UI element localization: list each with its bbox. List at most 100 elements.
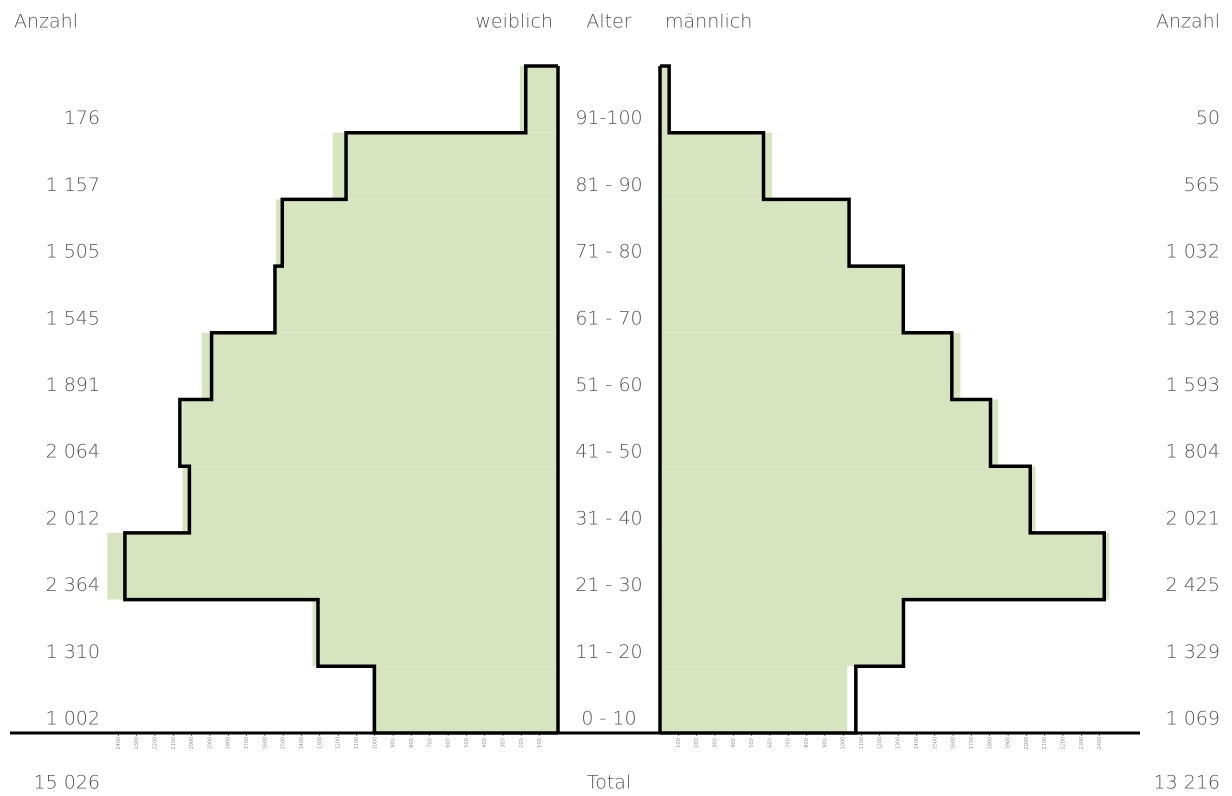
count-header-right: Anzahl <box>1156 11 1220 33</box>
count-label: 1 545 <box>46 307 100 329</box>
age-label: 0 - 10 <box>581 708 636 730</box>
total-right: 13 216 <box>1154 772 1220 794</box>
population-outline <box>123 64 558 735</box>
count-label: 50 <box>1196 107 1220 129</box>
tick-label: 1200 <box>336 737 342 750</box>
age-label: 91-100 <box>575 107 642 129</box>
tick-label: 2100 <box>171 737 177 750</box>
tick-label: 900 <box>822 738 828 748</box>
tick-label: 600 <box>767 738 773 748</box>
tick-label: 2400 <box>1097 737 1103 750</box>
count-label: 176 <box>64 107 100 129</box>
total-label: Total <box>587 772 631 794</box>
count-label: 2 425 <box>1166 574 1220 596</box>
count-label: 1 505 <box>46 241 100 263</box>
tick-label: 1700 <box>969 737 975 750</box>
comparison-bar <box>660 66 671 133</box>
right-header: männlich <box>665 11 752 33</box>
tick-label: 1500 <box>281 737 287 750</box>
comparison-bar <box>660 599 905 667</box>
comparison-bar <box>660 199 849 267</box>
tick-label: 1300 <box>317 737 323 750</box>
tick-label: 1600 <box>262 737 268 750</box>
age-label: 61 - 70 <box>575 307 642 329</box>
comparison-bar <box>660 332 961 400</box>
age-label: 81 - 90 <box>575 174 642 196</box>
tick-label: 1600 <box>951 737 957 750</box>
count-label: 565 <box>1184 174 1220 196</box>
tick-label: 1200 <box>877 737 883 750</box>
tick-label: 400 <box>482 738 488 748</box>
tick-label: 2200 <box>1061 737 1067 750</box>
tick-label: 900 <box>391 738 397 748</box>
count-label: 2 064 <box>46 441 100 463</box>
tick-label: 2200 <box>152 737 158 750</box>
tick-label: 1100 <box>859 737 865 750</box>
count-label: 2 021 <box>1166 507 1220 529</box>
tick-label: 2300 <box>1079 737 1085 750</box>
tick-label: 1700 <box>244 737 250 750</box>
count-label: 1 002 <box>46 708 100 730</box>
count-label: 2 012 <box>46 507 100 529</box>
count-label: 1 328 <box>1166 307 1220 329</box>
tick-label: 100 <box>676 738 682 748</box>
comparison-bar <box>660 666 848 733</box>
age-header: Alter <box>586 11 631 33</box>
tick-label: 100 <box>537 738 543 748</box>
comparison-bar <box>312 599 558 667</box>
comparison-bar <box>275 199 558 267</box>
age-label: 21 - 30 <box>575 574 642 596</box>
tick-label: 200 <box>694 738 700 748</box>
tick-label: 800 <box>409 738 415 748</box>
count-label: 1 310 <box>46 641 100 663</box>
tick-label: 2100 <box>1042 737 1048 750</box>
comparison-bar <box>660 532 1110 600</box>
comparison-bar <box>107 532 558 600</box>
tick-label: 300 <box>501 738 507 748</box>
age-label: 51 - 60 <box>575 374 642 396</box>
tick-label: 1900 <box>207 737 213 750</box>
tick-label: 800 <box>804 738 810 748</box>
tick-label: 2300 <box>134 737 140 750</box>
count-label: 1 157 <box>46 174 100 196</box>
tick-label: 700 <box>427 738 433 748</box>
count-label: 1 032 <box>1166 241 1220 263</box>
tick-label: 1300 <box>896 737 902 750</box>
left-header: weiblich <box>475 11 553 33</box>
comparison-bar <box>660 132 773 200</box>
tick-label: 2000 <box>1024 737 1030 750</box>
tick-label: 700 <box>786 738 792 748</box>
comparison-bar <box>182 466 558 533</box>
age-label: 11 - 20 <box>575 641 642 663</box>
tick-label: 1000 <box>841 737 847 750</box>
comparison-bar <box>201 332 558 400</box>
tick-label: 1900 <box>1006 737 1012 750</box>
tick-label: 1500 <box>932 737 938 750</box>
comparison-bar <box>660 266 905 333</box>
comparison-bar <box>182 399 558 467</box>
total-left: 15 026 <box>34 772 100 794</box>
count-label: 1 804 <box>1166 441 1220 463</box>
count-label: 1 069 <box>1166 708 1220 730</box>
tick-label: 1000 <box>372 737 378 750</box>
age-label: 41 - 50 <box>575 441 642 463</box>
tick-label: 2400 <box>116 737 122 750</box>
count-label: 1 329 <box>1166 641 1220 663</box>
comparison-bar <box>660 466 1036 533</box>
comparison-bar <box>332 132 558 200</box>
count-label: 1 593 <box>1166 374 1220 396</box>
tick-label: 500 <box>464 738 470 748</box>
count-header-left: Anzahl <box>14 11 78 33</box>
age-label: 71 - 80 <box>575 241 642 263</box>
count-label: 2 364 <box>46 574 100 596</box>
population-outline <box>660 64 1107 735</box>
tick-label: 1800 <box>987 737 993 750</box>
comparison-bar <box>275 266 558 333</box>
age-label: 31 - 40 <box>575 507 642 529</box>
tick-label: 200 <box>519 738 525 748</box>
tick-label: 400 <box>731 738 737 748</box>
tick-label: 1400 <box>914 737 920 750</box>
tick-label: 300 <box>712 738 718 748</box>
tick-label: 600 <box>446 738 452 748</box>
